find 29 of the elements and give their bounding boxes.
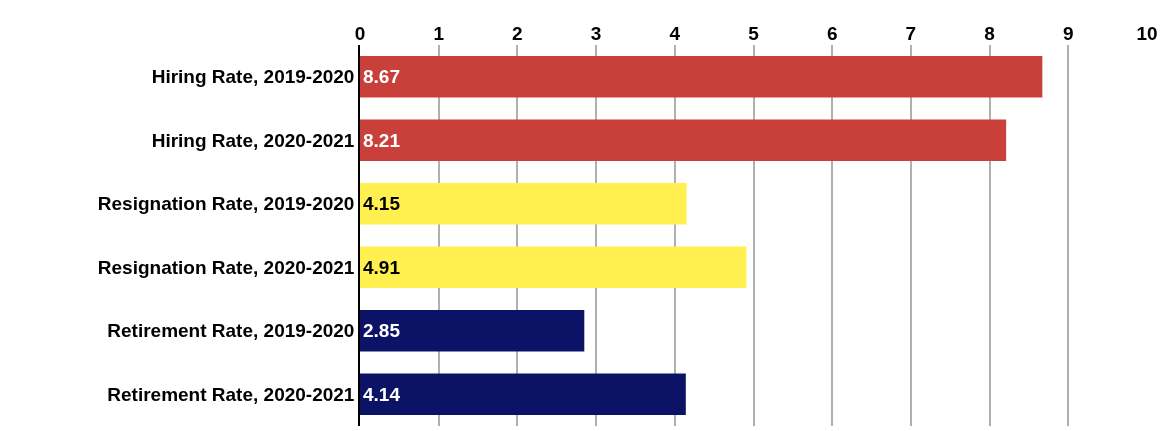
- data-label: 8.21: [363, 129, 401, 151]
- data-label: 4.15: [363, 193, 401, 215]
- bar: [360, 56, 1043, 98]
- x-tick-label: 2: [512, 23, 523, 45]
- x-tick-label: 10: [1136, 23, 1158, 45]
- data-label: 4.14: [363, 383, 401, 405]
- data-label: 4.91: [363, 256, 401, 278]
- y-tick-label: Resignation Rate, 2019-2020: [97, 193, 355, 215]
- x-tick-label: 8: [984, 23, 995, 45]
- x-tick-label: 1: [433, 23, 445, 45]
- y-tick-label: Retirement Rate, 2019-2020: [107, 320, 355, 342]
- x-tick-label: 5: [748, 23, 760, 45]
- x-tick-label: 4: [669, 23, 681, 45]
- data-label: 8.67: [363, 66, 400, 88]
- bar: [360, 183, 687, 225]
- x-tick-label: 7: [905, 23, 917, 45]
- x-tick-label: 6: [826, 23, 838, 45]
- bar: [360, 310, 585, 352]
- y-tick-label: Retirement Rate, 2020-2021: [107, 383, 355, 405]
- y-tick-label: Hiring Rate, 2019-2020: [151, 66, 355, 88]
- y-tick-label: Resignation Rate, 2020-2021: [97, 256, 355, 278]
- y-tick-label: Hiring Rate, 2020-2021: [151, 129, 355, 151]
- data-label: 2.85: [363, 320, 401, 342]
- x-tick-label: 0: [354, 23, 366, 45]
- bar: [360, 373, 686, 415]
- bar: [360, 246, 747, 288]
- bar: [360, 119, 1007, 161]
- x-tick-label: 3: [590, 23, 602, 45]
- x-tick-label: 9: [1063, 23, 1074, 45]
